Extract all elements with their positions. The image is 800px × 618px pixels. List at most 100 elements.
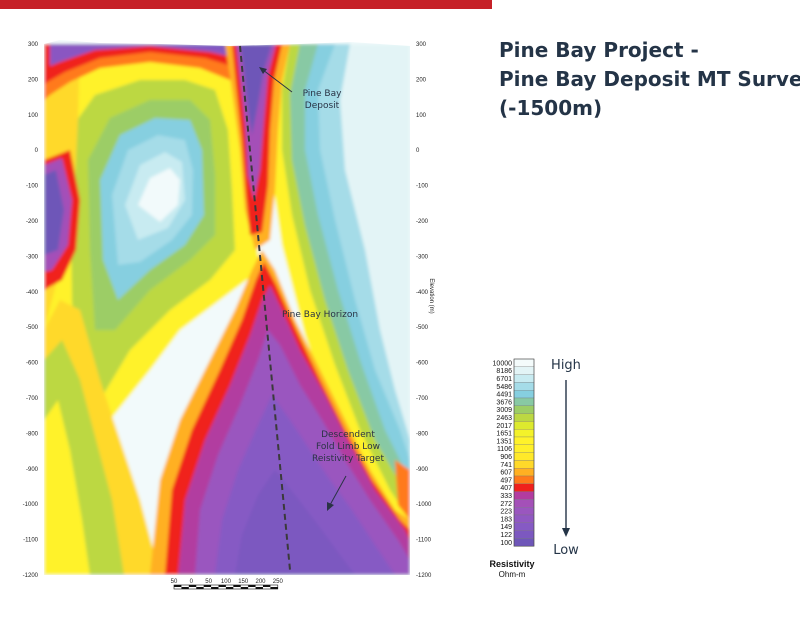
legend-value-label: 3009 bbox=[496, 407, 512, 414]
legend-swatch bbox=[513, 499, 535, 508]
horizon-label: Pine Bay Horizon bbox=[282, 310, 358, 320]
deposit-label-line2: Deposit bbox=[305, 101, 340, 111]
legend-swatch bbox=[513, 538, 535, 547]
deposit-leader-line bbox=[262, 69, 293, 93]
legend-swatch bbox=[513, 507, 535, 516]
scale-bar-segment bbox=[255, 587, 263, 589]
legend-swatch bbox=[513, 421, 535, 430]
elevation-tick-left: 0 bbox=[35, 148, 39, 154]
title-line-1: Pine Bay Project - bbox=[499, 38, 699, 62]
scale-bar-segment bbox=[240, 587, 249, 589]
legend-value-label: 149 bbox=[500, 524, 512, 531]
elevation-tick-left: -300 bbox=[26, 254, 39, 260]
elevation-tick-right: -500 bbox=[416, 325, 429, 331]
legend-swatch bbox=[513, 522, 535, 531]
scale-bar-segment bbox=[203, 585, 212, 587]
scale-bar-segment bbox=[196, 587, 204, 589]
elevation-tick-right: -200 bbox=[416, 219, 429, 225]
elevation-tick-right: -900 bbox=[416, 467, 429, 473]
scale-bar-label: 150 bbox=[238, 579, 249, 585]
elevation-tick-left: -1200 bbox=[23, 573, 39, 579]
elevation-tick-right: -600 bbox=[416, 361, 429, 367]
legend-value-label: 497 bbox=[500, 477, 512, 484]
legend-swatch bbox=[513, 390, 535, 399]
elevation-tick-left: -100 bbox=[26, 184, 39, 190]
elevation-tick-right: -1000 bbox=[416, 502, 432, 508]
elevation-axis-label: Elevation (m) bbox=[428, 278, 434, 313]
legend-swatch bbox=[513, 374, 535, 383]
title-line-2: Pine Bay Deposit MT Survey bbox=[499, 67, 800, 91]
scale-bar-label: 50 bbox=[171, 579, 178, 585]
legend-value-label: 906 bbox=[500, 454, 512, 461]
elevation-tick-left: -600 bbox=[26, 361, 39, 367]
legend-value-label: 2017 bbox=[496, 423, 512, 430]
drill-trace-line bbox=[239, 45, 291, 571]
legend-value-label: 223 bbox=[500, 509, 512, 516]
legend-value-label: 3676 bbox=[496, 399, 512, 406]
elevation-tick-left: 200 bbox=[28, 77, 39, 83]
legend-arrowhead bbox=[562, 528, 570, 537]
scale-bar-segment bbox=[262, 585, 271, 587]
legend-value-label: 1651 bbox=[496, 431, 512, 438]
brand-top-bar bbox=[0, 0, 492, 9]
legend-swatch bbox=[513, 358, 535, 367]
scale-bar-label: 200 bbox=[255, 579, 266, 585]
resistivity-legend: 1000081866701548644913676300924632017165… bbox=[493, 358, 535, 547]
scale-bar-label: 0 bbox=[190, 579, 194, 585]
elevation-tick-right: -100 bbox=[416, 184, 429, 190]
legend-value-label: 1106 bbox=[497, 446, 512, 453]
legend-title: Resistivity bbox=[489, 559, 534, 569]
scale-bar-segment bbox=[188, 585, 197, 587]
legend-swatch bbox=[513, 444, 535, 453]
elevation-tick-left: -1000 bbox=[23, 502, 39, 508]
scale-bar-segment bbox=[248, 585, 256, 587]
scale-bar-label: 100 bbox=[221, 579, 232, 585]
elevation-tick-right: -800 bbox=[416, 431, 429, 437]
legend-swatch bbox=[513, 366, 535, 375]
elevation-tick-left: -1100 bbox=[23, 538, 39, 544]
legend-value-label: 741 bbox=[500, 462, 512, 469]
legend-value-label: 407 bbox=[500, 485, 512, 492]
legend-swatch bbox=[513, 382, 535, 391]
elevation-tick-right: -300 bbox=[416, 254, 429, 260]
scale-bar-segment bbox=[270, 587, 278, 589]
legend-value-label: 5486 bbox=[496, 384, 512, 391]
legend-swatch bbox=[513, 405, 535, 414]
target-arrowhead bbox=[327, 502, 334, 511]
legend-swatch bbox=[513, 460, 535, 469]
elevation-tick-left: -800 bbox=[26, 431, 39, 437]
elevation-tick-left: -900 bbox=[26, 467, 39, 473]
legend-low-label: Low bbox=[553, 543, 579, 558]
legend-value-label: 8186 bbox=[496, 368, 512, 375]
legend-value-label: 2463 bbox=[496, 415, 512, 422]
legend-swatch bbox=[513, 530, 535, 539]
elevation-axis-left: 300 200 100 0 -100 -200 -300 -400 -500 -600 -700 -8… bbox=[23, 42, 39, 579]
target-label-line1: Descendent bbox=[321, 430, 375, 440]
elevation-tick-right: 100 bbox=[416, 113, 427, 119]
legend-frame bbox=[513, 358, 535, 547]
elevation-tick-right: 200 bbox=[416, 77, 427, 83]
elevation-tick-left: -200 bbox=[26, 219, 39, 225]
scale-bar-segment bbox=[233, 585, 241, 587]
elevation-tick-right: -1100 bbox=[416, 538, 432, 544]
legend-swatch bbox=[513, 436, 535, 445]
title-line-3: (-1500m) bbox=[499, 96, 603, 120]
resistivity-section bbox=[44, 40, 410, 575]
elevation-tick-left: -500 bbox=[26, 325, 39, 331]
scale-bar-segment bbox=[225, 587, 234, 589]
legend-value-label: 272 bbox=[500, 501, 512, 508]
legend-swatch bbox=[513, 413, 535, 422]
elevation-tick-right: -1200 bbox=[416, 573, 432, 579]
legend-value-label: 183 bbox=[500, 516, 512, 523]
legend-high-label: High bbox=[551, 358, 581, 373]
elevation-tick-left: -700 bbox=[26, 396, 39, 402]
legend-swatch bbox=[513, 483, 535, 492]
scale-bar-label: 250 bbox=[273, 579, 284, 585]
legend-value-label: 122 bbox=[500, 532, 512, 539]
annotations: Pine Bay Deposit Pine Bay Horizon Descen… bbox=[259, 67, 384, 511]
elevation-tick-right: -700 bbox=[416, 396, 429, 402]
elevation-axis-right: 300 200 100 0 -100 -200 -300 -400 -500 -600 -700 -8… bbox=[416, 42, 432, 579]
legend-value-label: 6701 bbox=[496, 376, 512, 383]
legend-swatch bbox=[513, 475, 535, 484]
